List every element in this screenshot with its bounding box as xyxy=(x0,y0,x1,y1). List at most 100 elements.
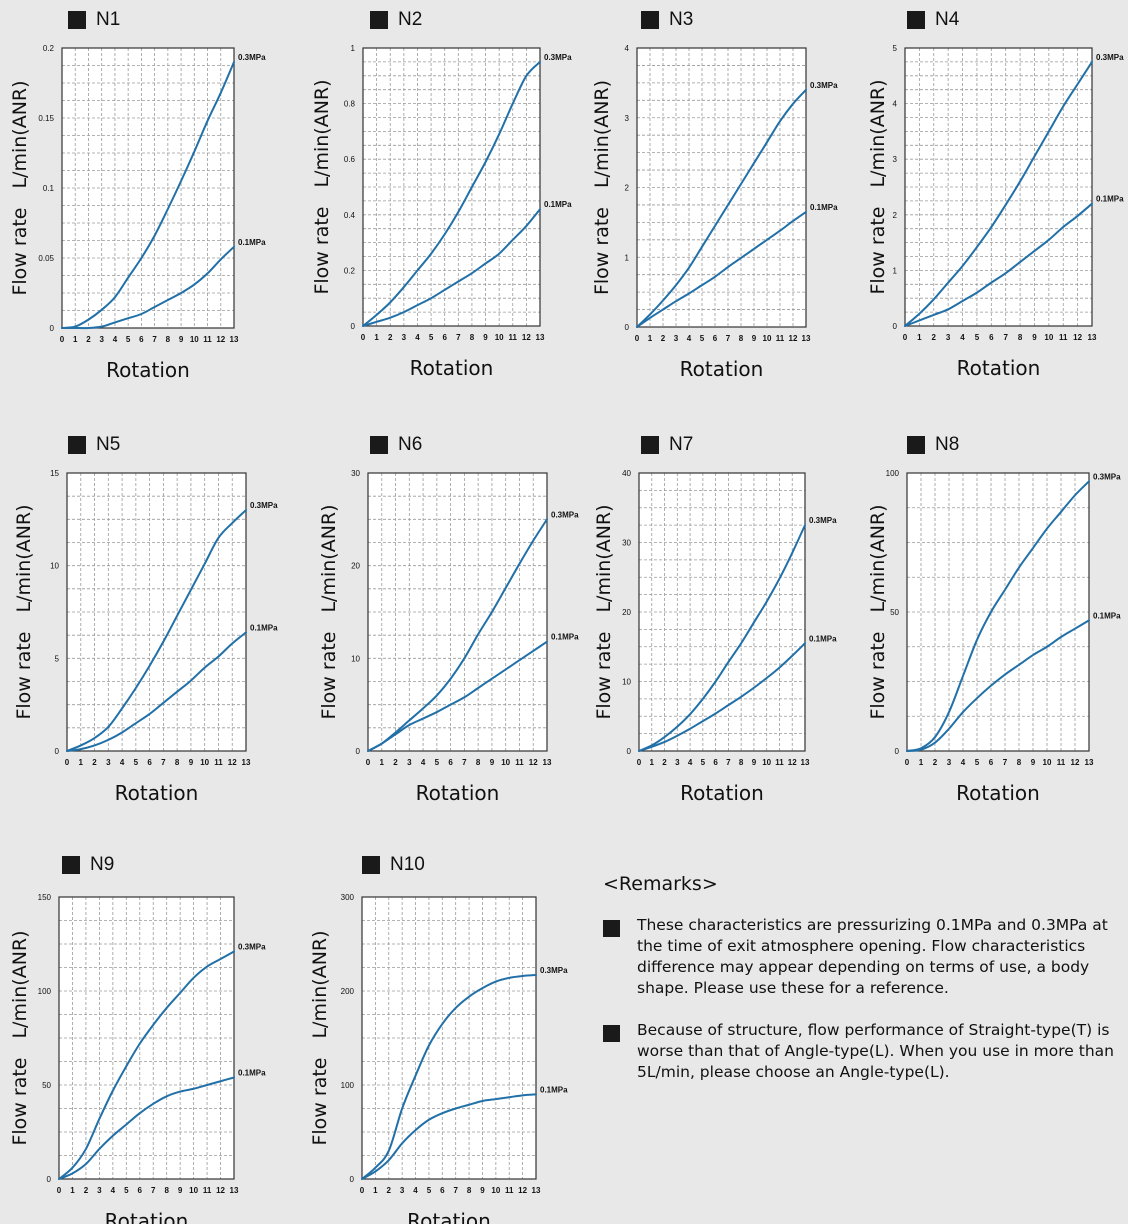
x-tick-label: 13 xyxy=(536,333,545,342)
bullet-square-icon xyxy=(603,920,620,937)
x-tick-label: 13 xyxy=(230,335,239,344)
x-tick-label: 7 xyxy=(726,758,731,767)
plot-area xyxy=(368,473,547,751)
x-tick-label: 11 xyxy=(203,1186,212,1195)
x-tick-label: 6 xyxy=(139,335,144,344)
y-tick-label: 1 xyxy=(351,44,356,53)
y-tick-label: 20 xyxy=(622,608,631,617)
y-tick-label: 0 xyxy=(55,747,60,756)
x-tick-label: 6 xyxy=(713,758,718,767)
series-line-0-1mpa xyxy=(367,640,548,752)
x-tick-label: 9 xyxy=(1031,758,1036,767)
x-tick-label: 3 xyxy=(402,333,407,342)
y-tick-label: 30 xyxy=(622,539,631,548)
series-label: 0.3MPa xyxy=(1096,53,1124,62)
title-square-icon xyxy=(641,11,659,29)
series-line-0-1mpa xyxy=(362,208,541,327)
series-label: 0.1MPa xyxy=(810,203,838,212)
x-axis-label: Rotation xyxy=(407,1209,491,1224)
y-tick-label: 2 xyxy=(625,184,630,193)
y-tick-label: 0.15 xyxy=(38,114,54,123)
chart-panel-n1: N1 0 0.05 0.1 0.15 0.2 0 1 2 3 4 5 6 7 8 9 10 11 12 13 Rotat… xyxy=(0,0,290,390)
y-tick-label: 50 xyxy=(42,1081,51,1090)
y-tick-label: 5 xyxy=(55,654,60,663)
x-tick-label: 6 xyxy=(448,758,453,767)
x-tick-label: 11 xyxy=(1057,758,1066,767)
y-tick-label: 0.4 xyxy=(344,211,356,220)
y-tick-label: 0 xyxy=(351,322,356,331)
x-tick-label: 0 xyxy=(361,333,366,342)
plot-area xyxy=(67,473,246,751)
y-tick-label: 0 xyxy=(50,324,55,333)
y-tick-label: 15 xyxy=(50,469,59,478)
x-tick-label: 2 xyxy=(387,1186,392,1195)
x-tick-label: 10 xyxy=(1044,333,1053,342)
series-label: 0.3MPa xyxy=(238,943,266,952)
y-tick-label: 0 xyxy=(350,1175,355,1184)
x-tick-label: 0 xyxy=(360,1186,365,1195)
x-tick-label: 13 xyxy=(1085,758,1094,767)
remarks-section: <Remarks> These characteristics are pres… xyxy=(603,873,1118,1104)
chart-title: N8 xyxy=(907,433,959,457)
x-tick-label: 10 xyxy=(190,335,199,344)
x-tick-label: 3 xyxy=(407,758,412,767)
title-square-icon xyxy=(907,11,925,29)
x-tick-label: 2 xyxy=(92,758,97,767)
series-line-0-1mpa xyxy=(906,619,1090,752)
plot-frame xyxy=(61,47,235,329)
chart-panel-n9: N9 0 50 100 150 0 1 2 3 4 5 6 7 8 9 10 11 12 13 Rotation Flo… xyxy=(0,845,290,1224)
series-label: 0.3MPa xyxy=(551,510,579,519)
x-tick-label: 4 xyxy=(113,335,118,344)
x-tick-label: 0 xyxy=(60,335,65,344)
y-axis-label: Flow rate L/min(ANR) xyxy=(867,79,889,294)
y-tick-label: 0.8 xyxy=(344,100,356,109)
plot-frame xyxy=(367,472,548,752)
y-tick-label: 0 xyxy=(356,747,361,756)
chart-panel-n2: N2 0 0.2 0.4 0.6 0.8 1 0 1 2 3 4 5 6 7 8 9 10 11 12 13 Rotati… xyxy=(300,0,580,390)
y-tick-label: 100 xyxy=(341,1081,355,1090)
x-tick-label: 5 xyxy=(975,758,980,767)
x-tick-label: 1 xyxy=(374,333,379,342)
x-tick-label: 7 xyxy=(1003,758,1008,767)
chart-svg: 00.20.40.60.810 1 2 3 4 5 6 7 8 9 10 11 12 13Rotation… xyxy=(311,44,572,380)
x-tick-label: 10 xyxy=(501,758,510,767)
x-tick-label: 11 xyxy=(1059,333,1068,342)
x-tick-label: 9 xyxy=(490,758,495,767)
x-tick-label: 8 xyxy=(166,335,171,344)
series-line-0-1mpa xyxy=(904,202,1093,327)
y-tick-label: 1 xyxy=(625,253,630,262)
x-tick-label: 2 xyxy=(388,333,393,342)
x-axis-label: Rotation xyxy=(416,781,500,805)
y-tick-label: 0 xyxy=(47,1175,52,1184)
x-tick-label: 2 xyxy=(393,758,398,767)
y-tick-label: 50 xyxy=(890,608,899,617)
x-axis-label: Rotation xyxy=(956,781,1040,805)
x-tick-label: 10 xyxy=(495,333,504,342)
x-axis-label: Rotation xyxy=(957,356,1041,380)
x-tick-label: 2 xyxy=(932,333,937,342)
x-tick-label: 5 xyxy=(134,758,139,767)
series-line-0-1mpa xyxy=(61,245,235,330)
series-line-0-3mpa xyxy=(906,480,1090,752)
chart-panel-n3: N3 0 1 2 3 4 0 1 2 3 4 5 6 7 8 9 10 11 12 13 Rotation Flow ra… xyxy=(585,0,860,390)
chart-svg: 00.050.10.150.20 1 2 3 4 5 6 7 8 9 10 11 12 13Rotatio… xyxy=(9,44,266,382)
bullet-square-icon xyxy=(603,1025,620,1042)
x-tick-label: 6 xyxy=(989,333,994,342)
x-tick-label: 13 xyxy=(230,1186,239,1195)
series-label: 0.3MPa xyxy=(810,81,838,90)
y-tick-label: 10 xyxy=(622,678,631,687)
remarks-heading: <Remarks> xyxy=(603,873,718,895)
y-tick-label: 0 xyxy=(625,323,630,332)
chart-title-text: N6 xyxy=(398,434,423,455)
remark-text: Because of structure, flow performance o… xyxy=(637,1021,1114,1081)
y-tick-label: 2 xyxy=(893,211,898,220)
x-tick-label: 2 xyxy=(933,758,938,767)
x-tick-label: 1 xyxy=(373,1186,378,1195)
series-label: 0.1MPa xyxy=(809,634,837,643)
